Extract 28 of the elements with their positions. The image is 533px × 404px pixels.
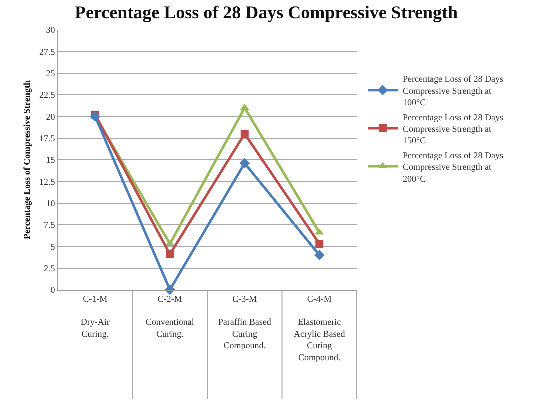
point (90, 111, 101, 122)
y-tick-label: 17.5 (39, 133, 56, 144)
y-tick-label: 0 (50, 285, 56, 296)
legend-label: Percentage Loss of 28 Days Compressive Strength at 150°C (402, 112, 504, 146)
chart-title: Percentage Loss of 28 Days Compressive Strength (75, 2, 458, 23)
legend-label: Percentage Loss of 28 Days Compressive Strength at 200°C (402, 150, 504, 184)
point (314, 250, 325, 261)
category-label: C-1-M Dry-Air Curing. (80, 294, 110, 339)
y-tick-label: 5 (50, 242, 56, 252)
y-tick-label: 20 (46, 112, 56, 122)
category-label: C-4-M Elastomeric Acrylic Based Curing Compound. (294, 294, 346, 362)
y-tick-label: 12.5 (39, 176, 56, 187)
point (240, 158, 250, 169)
y-tick-label: 15 (46, 155, 56, 166)
y-axis-title: Percentage Loss of Compressive Strength (22, 80, 32, 240)
legend-label: Percentage Loss of 28 Days Compressive Strength at 100°C (402, 74, 504, 108)
y-tick-label: 27.5 (39, 46, 56, 57)
y-tick-label: 2.5 (44, 263, 56, 274)
y-tick-label: 10 (46, 198, 56, 208)
category-label: C-3-M Paraffin Based Curing Compound. (218, 294, 272, 351)
y-tick-label: 25 (46, 68, 56, 78)
y-tick-label: 30 (46, 25, 56, 36)
point (166, 250, 174, 258)
y-tick-label: 22.5 (39, 90, 56, 100)
category-label: C-2-M Conventional Curing. (146, 294, 194, 339)
point (240, 130, 249, 138)
y-tick-label: 7.5 (44, 220, 56, 230)
point (316, 240, 324, 248)
